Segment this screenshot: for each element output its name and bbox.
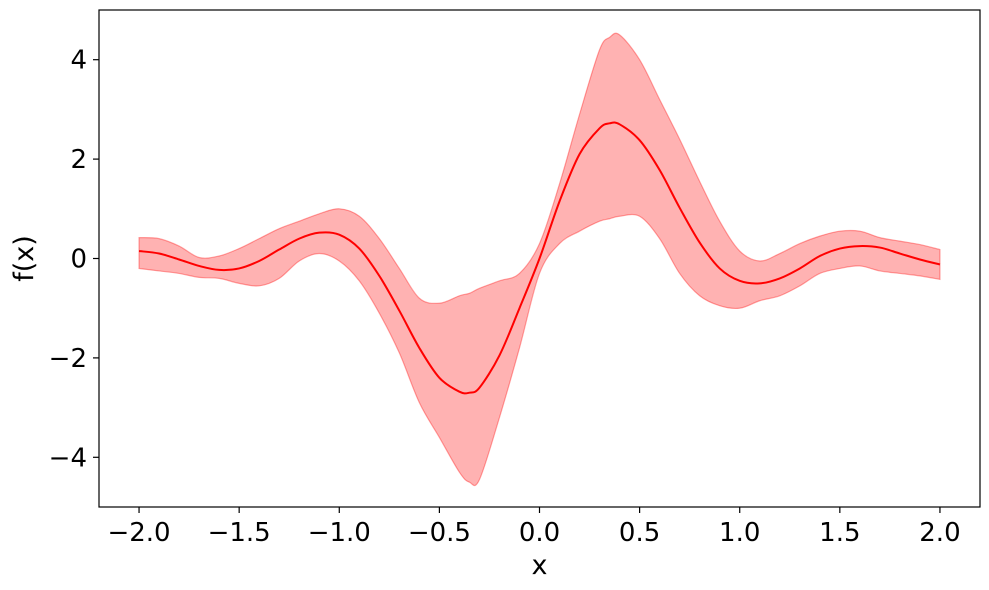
x-tick-label: 1.5 [819,518,860,548]
y-tick-label: 0 [70,245,87,275]
x-tick-label: 1.0 [719,518,760,548]
x-axis-label: x [532,550,548,581]
x-tick-label: −1.5 [208,518,271,548]
x-tick-label: −2.0 [107,518,170,548]
y-tick-label: −2 [49,344,87,374]
y-axis-ticks: −4 −2 0 2 4 [49,46,99,473]
y-tick-label: 4 [70,46,87,76]
y-axis-label: f(x) [9,235,40,282]
x-tick-label: 0.5 [619,518,660,548]
x-tick-label: 0.0 [519,518,560,548]
x-tick-label: −1.0 [308,518,371,548]
x-axis-ticks: −2.0 −1.5 −1.0 −0.5 0.0 0.5 1.0 1.5 2.0 [107,507,961,548]
x-tick-label: 2.0 [919,518,960,548]
y-tick-label: 2 [70,145,87,175]
mean-line [138,121,941,395]
x-tick-label: −0.5 [408,518,471,548]
y-tick-label: −4 [49,443,87,473]
mean-line-layer [138,121,941,395]
